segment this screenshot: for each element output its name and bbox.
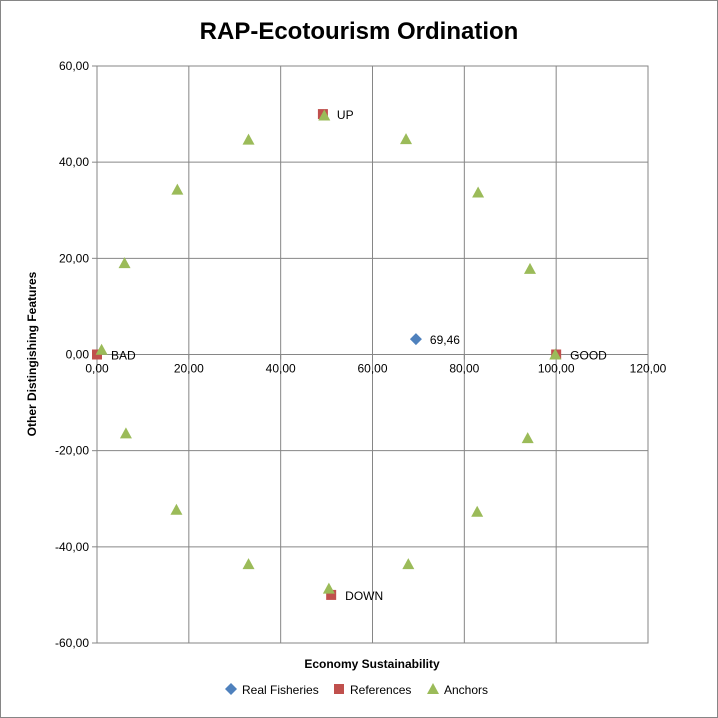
x-tick-label: 20,00 <box>174 362 204 376</box>
anchors-point <box>523 262 536 274</box>
y-axis-title: Other Distingishing Features <box>25 271 39 436</box>
x-axis-title: Economy Sustainability <box>304 657 440 671</box>
data-label: UP <box>337 108 354 122</box>
legend: Real Fisheries References Anchors <box>225 683 488 697</box>
anchors-point <box>549 348 562 360</box>
anchors-point <box>521 432 534 444</box>
anchors-point <box>171 183 184 195</box>
data-points <box>92 109 562 600</box>
tick-labels: 0,00 20,00 40,00 60,00 80,00 100,00 120,00 60,0… <box>55 59 667 650</box>
y-tick-label: -40,00 <box>55 540 89 554</box>
anchors-point <box>471 505 484 517</box>
gridlines <box>96 65 649 644</box>
x-tick-label: 100,00 <box>538 362 575 376</box>
data-label: GOOD <box>570 349 607 363</box>
x-tick-label: 80,00 <box>449 362 479 376</box>
data-labels: BAD GOOD UP DOWN 69,46 <box>111 108 607 603</box>
legend-marker-anchors <box>427 683 439 694</box>
y-tick-label: 0,00 <box>66 348 90 362</box>
data-label: DOWN <box>345 589 383 603</box>
y-tick-label: 20,00 <box>59 251 89 265</box>
anchors-point <box>472 186 485 198</box>
anchors-point <box>119 427 132 439</box>
references-point <box>326 589 337 600</box>
x-tick-label: 0,00 <box>85 362 109 376</box>
legend-marker-real-fisheries <box>225 683 237 695</box>
anchors-point <box>402 558 415 570</box>
y-tick-label: -60,00 <box>55 636 89 650</box>
anchors-point <box>170 503 183 515</box>
legend-marker-references <box>334 684 344 694</box>
anchors-point <box>318 109 331 121</box>
data-label: 69,46 <box>430 333 460 347</box>
anchors-point <box>400 133 413 145</box>
axes <box>92 65 649 644</box>
y-tick-label: 60,00 <box>59 59 89 73</box>
anchors-point <box>242 133 255 145</box>
anchors-point <box>322 582 335 594</box>
legend-label: References <box>350 683 411 697</box>
y-tick-label: -20,00 <box>55 444 89 458</box>
anchors-point <box>118 257 131 269</box>
x-tick-label: 40,00 <box>266 362 296 376</box>
x-tick-label: 120,00 <box>630 362 667 376</box>
anchors-point <box>95 343 108 355</box>
legend-label: Anchors <box>444 683 488 697</box>
data-label: BAD <box>111 349 136 363</box>
x-tick-label: 60,00 <box>357 362 387 376</box>
anchors-point <box>242 558 255 570</box>
real-fisheries-point <box>409 333 422 346</box>
y-tick-label: 40,00 <box>59 155 89 169</box>
chart-title: RAP-Ecotourism Ordination <box>200 18 519 45</box>
legend-label: Real Fisheries <box>242 683 319 697</box>
